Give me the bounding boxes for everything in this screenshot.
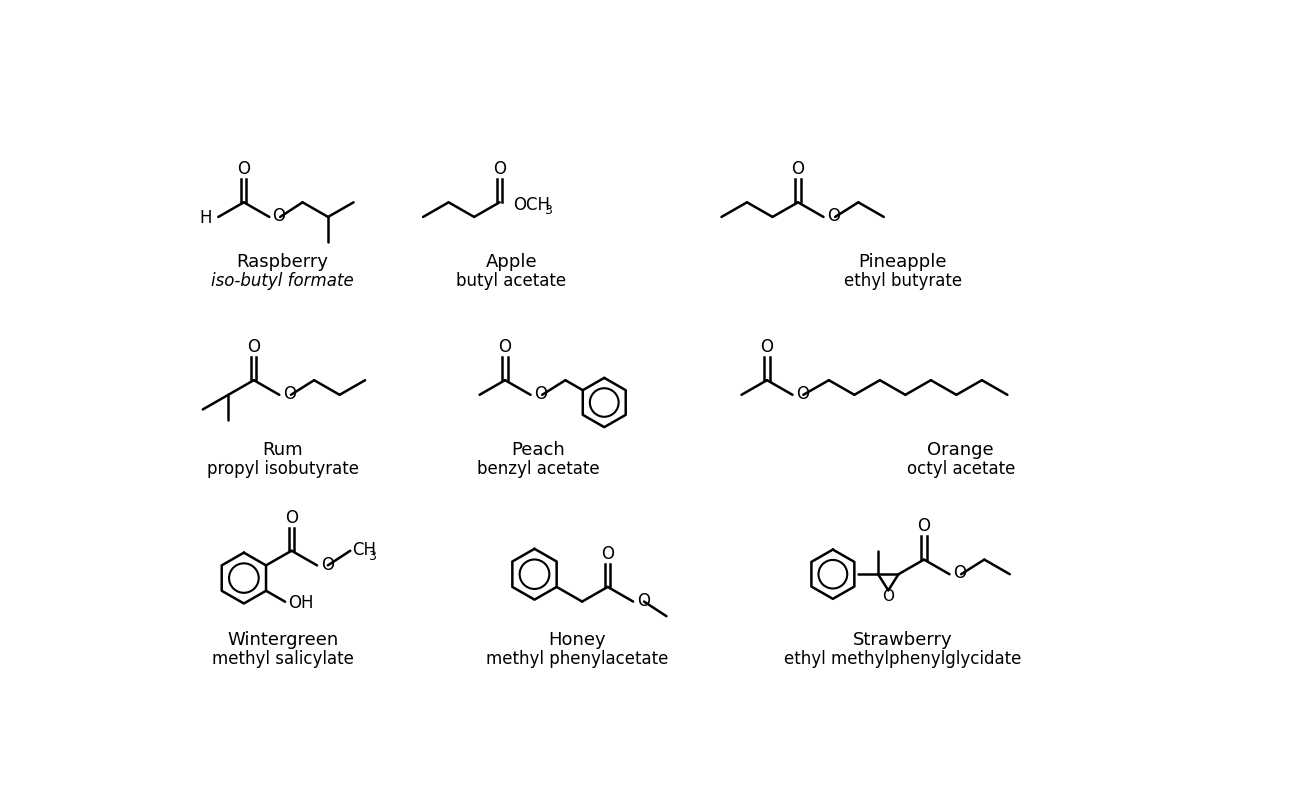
Text: Pineapple: Pineapple bbox=[858, 252, 946, 271]
Text: Apple: Apple bbox=[485, 252, 537, 271]
Text: 3: 3 bbox=[368, 549, 376, 563]
Text: O: O bbox=[637, 592, 650, 610]
Text: O: O bbox=[499, 338, 512, 356]
Text: OCH: OCH bbox=[514, 195, 551, 214]
Text: O: O bbox=[285, 509, 298, 526]
Text: O: O bbox=[827, 207, 840, 225]
Text: 3: 3 bbox=[545, 203, 552, 217]
Text: O: O bbox=[883, 589, 894, 604]
Text: O: O bbox=[321, 556, 334, 573]
Text: O: O bbox=[493, 160, 506, 178]
Text: O: O bbox=[273, 207, 286, 225]
Text: ethyl butyrate: ethyl butyrate bbox=[844, 272, 962, 290]
Text: Rum: Rum bbox=[263, 441, 303, 459]
Text: O: O bbox=[953, 565, 966, 583]
Text: H: H bbox=[200, 209, 212, 227]
Text: iso-butyl formate: iso-butyl formate bbox=[211, 272, 354, 290]
Text: O: O bbox=[238, 160, 251, 178]
Text: Peach: Peach bbox=[511, 441, 566, 459]
Text: O: O bbox=[792, 160, 805, 178]
Text: OH: OH bbox=[289, 594, 313, 611]
Text: Orange: Orange bbox=[927, 441, 994, 459]
Text: Strawberry: Strawberry bbox=[853, 630, 953, 649]
Text: O: O bbox=[283, 385, 296, 403]
Text: CH: CH bbox=[352, 541, 376, 559]
Text: Honey: Honey bbox=[549, 630, 606, 649]
Text: octyl acetate: octyl acetate bbox=[906, 461, 1015, 479]
Text: methyl salicylate: methyl salicylate bbox=[212, 650, 354, 668]
Text: O: O bbox=[918, 518, 931, 535]
Text: butyl acetate: butyl acetate bbox=[456, 272, 567, 290]
Text: methyl phenylacetate: methyl phenylacetate bbox=[486, 650, 668, 668]
Text: O: O bbox=[534, 385, 547, 403]
Text: O: O bbox=[601, 545, 614, 563]
Text: Raspberry: Raspberry bbox=[237, 252, 329, 271]
Text: benzyl acetate: benzyl acetate bbox=[477, 461, 599, 479]
Text: O: O bbox=[760, 338, 774, 356]
Text: O: O bbox=[247, 338, 260, 356]
Text: ethyl methylphenylglycidate: ethyl methylphenylglycidate bbox=[784, 650, 1022, 668]
Text: Wintergreen: Wintergreen bbox=[227, 630, 338, 649]
Text: propyl isobutyrate: propyl isobutyrate bbox=[207, 461, 359, 479]
Text: O: O bbox=[797, 385, 810, 403]
